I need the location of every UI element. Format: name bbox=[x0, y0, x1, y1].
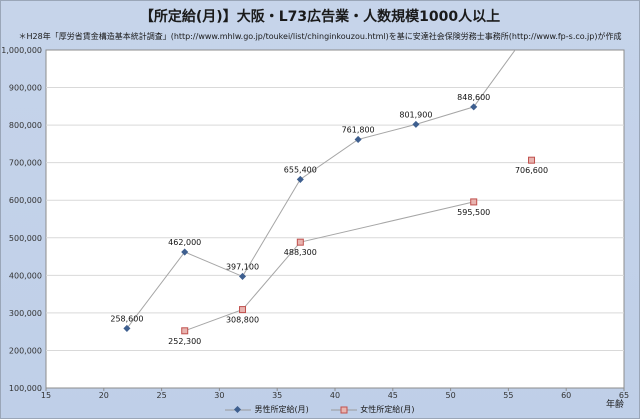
data-point-male bbox=[354, 135, 362, 143]
data-point-female bbox=[181, 327, 189, 335]
series-line-male bbox=[126, 50, 516, 329]
data-label-male: 655,400 bbox=[284, 165, 317, 174]
data-label-male: 462,000 bbox=[168, 238, 201, 247]
legend-label-female: 女性所定給(月) bbox=[360, 405, 415, 414]
legend-swatch-male bbox=[225, 405, 252, 413]
data-label-male: 397,100 bbox=[226, 262, 259, 271]
x-tick-label: 30 bbox=[214, 391, 224, 400]
legend-label-male: 男性所定給(月) bbox=[254, 405, 309, 414]
x-tick-label: 50 bbox=[446, 391, 456, 400]
data-label-female: 308,800 bbox=[226, 316, 259, 325]
y-tick-label: 800,000 bbox=[9, 121, 42, 130]
series-line-female bbox=[184, 201, 474, 332]
legend-swatch-female bbox=[331, 406, 358, 413]
legend-item-female: 女性所定給(月) bbox=[331, 404, 415, 415]
x-axis-label: 年齢 bbox=[606, 400, 625, 410]
y-tick-label: 400,000 bbox=[9, 271, 42, 280]
x-tick-label: 25 bbox=[157, 391, 167, 400]
data-label-male: 258,600 bbox=[110, 314, 143, 323]
data-label-male: 761,800 bbox=[342, 125, 375, 134]
x-tick-label: 20 bbox=[99, 391, 109, 400]
data-point-male bbox=[123, 324, 131, 332]
data-point-male bbox=[238, 272, 247, 280]
chart-subtitle: ＊H28年「厚労省賃金構造基本統計調査」(http://www.mhlw.go.… bbox=[18, 32, 622, 41]
data-point-male bbox=[470, 103, 478, 111]
y-tick-label: 700,000 bbox=[9, 159, 42, 168]
legend-item-male: 男性所定給(月) bbox=[225, 404, 309, 415]
data-point-female bbox=[528, 156, 536, 164]
y-tick-label: 500,000 bbox=[9, 234, 42, 243]
data-label-female: 706,600 bbox=[515, 166, 548, 175]
x-tick-label: 55 bbox=[503, 391, 513, 400]
x-tick-label: 40 bbox=[330, 391, 340, 400]
chart-title: 【所定給(月)】大阪・L73広告業・人数規模1000人以上 bbox=[139, 9, 501, 25]
x-tick-label: 45 bbox=[388, 391, 398, 400]
y-tick-label: 600,000 bbox=[9, 196, 42, 205]
data-point-female bbox=[470, 198, 478, 206]
plot-area bbox=[45, 49, 625, 389]
data-point-male bbox=[412, 120, 420, 128]
x-tick-label: 60 bbox=[561, 391, 571, 400]
data-label-female: 488,300 bbox=[284, 248, 317, 257]
data-point-male bbox=[181, 248, 189, 256]
data-point-male bbox=[296, 175, 304, 183]
data-label-male: 801,900 bbox=[399, 110, 432, 119]
legend: 男性所定給(月) 女性所定給(月) bbox=[0, 404, 640, 415]
y-tick-label: 1,000,000 bbox=[1, 46, 42, 55]
x-tick-label: 15 bbox=[41, 391, 51, 400]
y-tick-label: 900,000 bbox=[9, 84, 42, 93]
y-tick-label: 200,000 bbox=[9, 346, 42, 355]
y-tick-label: 300,000 bbox=[9, 309, 42, 318]
y-tick-label: 100,000 bbox=[9, 384, 42, 393]
data-point-female bbox=[296, 238, 304, 246]
data-label-female: 252,300 bbox=[168, 337, 201, 346]
data-label-female: 595,500 bbox=[457, 208, 490, 217]
data-point-female bbox=[239, 306, 247, 314]
data-label-male: 848,600 bbox=[457, 93, 490, 102]
x-tick-label: 35 bbox=[272, 391, 282, 400]
x-tick-label: 65 bbox=[619, 391, 629, 400]
